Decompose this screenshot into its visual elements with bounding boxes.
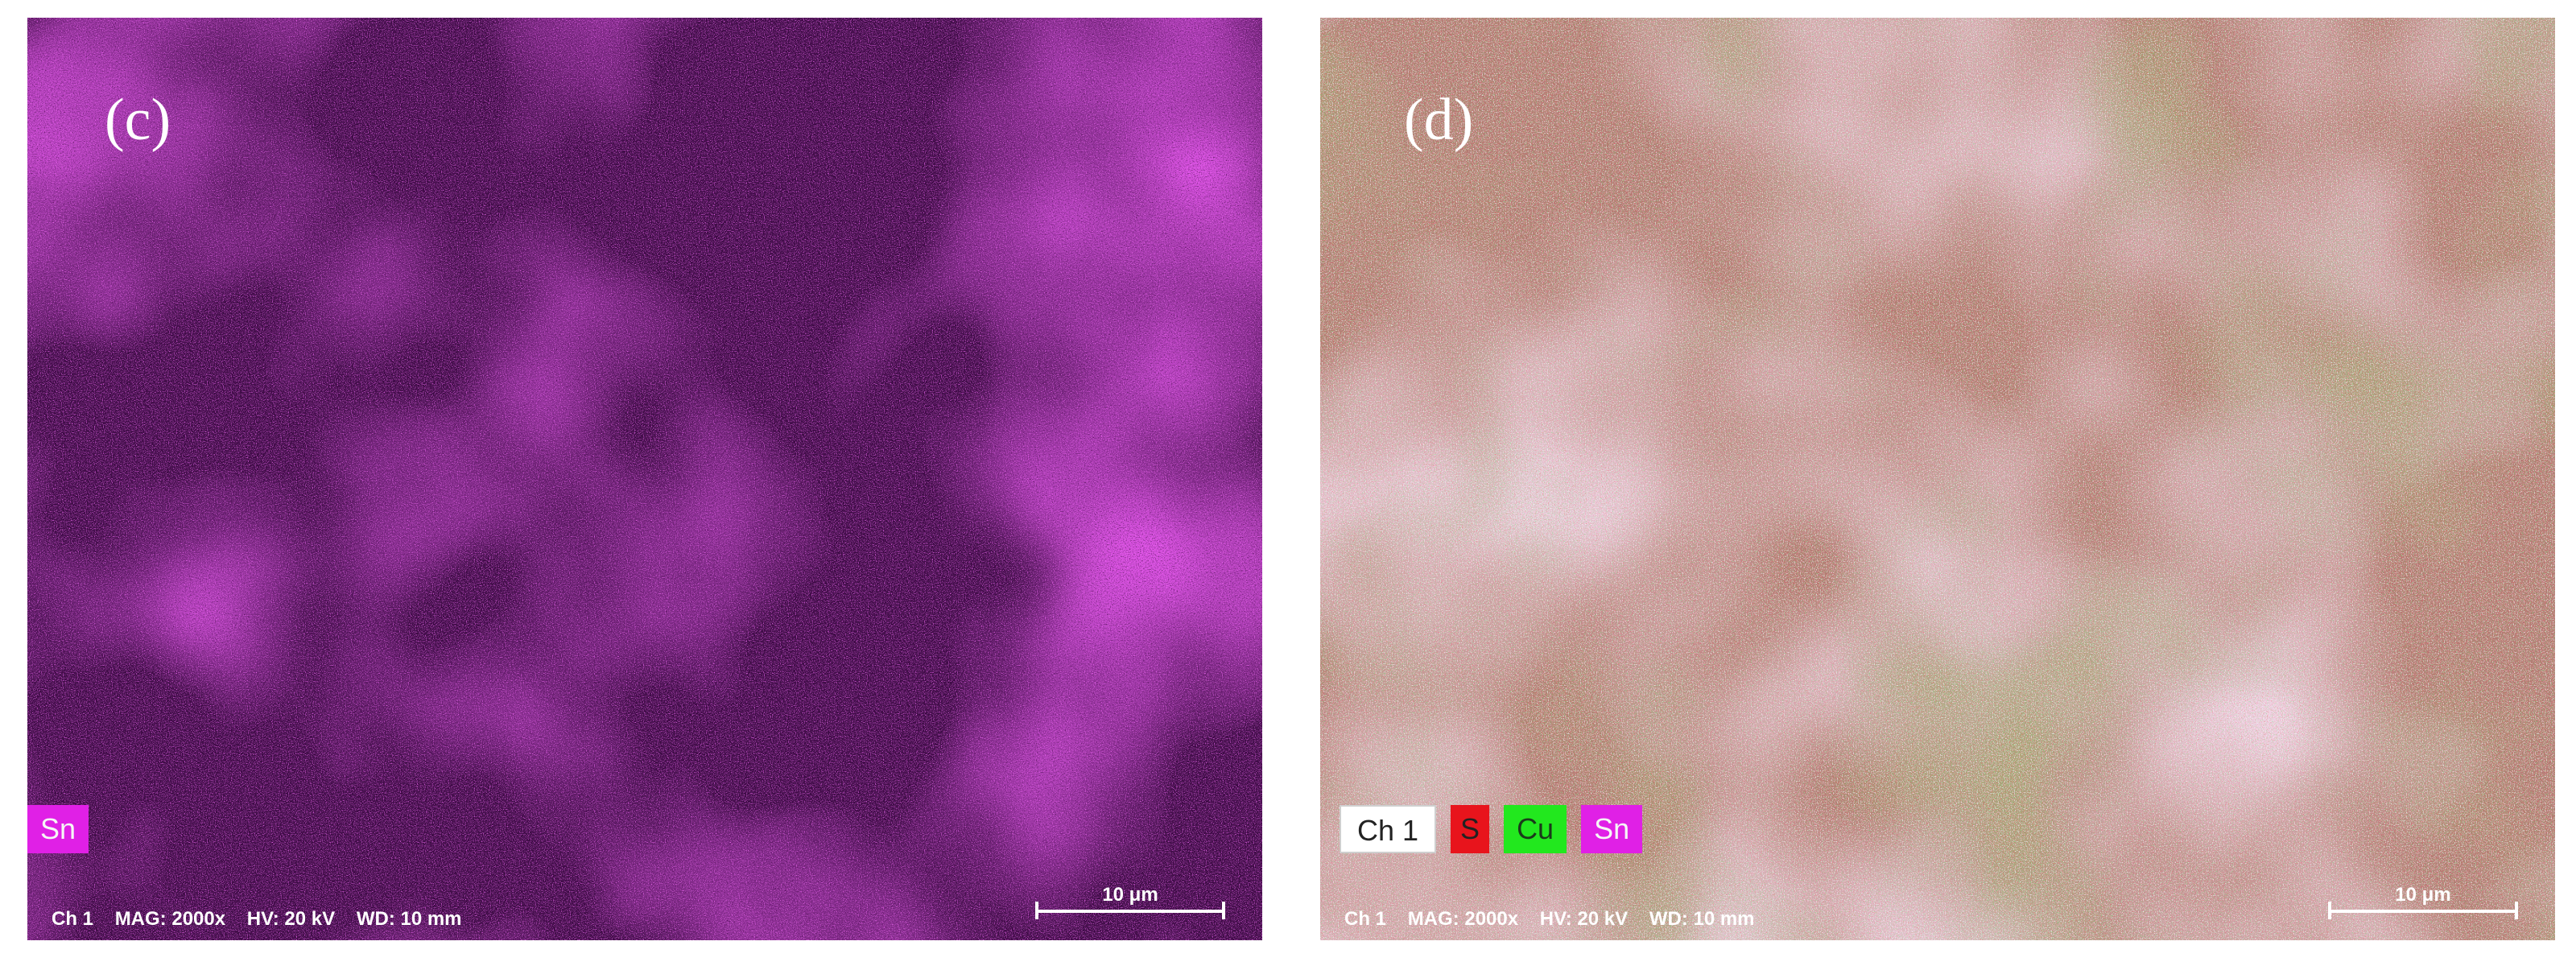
scale-bar-tick-right <box>1222 902 1225 919</box>
scale-bar-tick-left <box>2328 902 2331 919</box>
info-wd: WD: 10 mm <box>356 908 462 930</box>
info-mag: MAG: 2000x <box>114 908 226 930</box>
sem-info-bar-d: Ch 1 MAG: 2000x HV: 20 kV WD: 10 mm <box>1344 908 1755 931</box>
info-channel: Ch 1 <box>52 908 94 930</box>
scale-bar-label: 10 μm <box>2395 884 2451 906</box>
legend-chip-sn: Sn <box>27 805 89 853</box>
scale-bar-d: 10 μm <box>2328 884 2518 919</box>
legend-chip-ch1: Ch 1 <box>1340 805 1437 853</box>
sem-info-bar-c: Ch 1 MAG: 2000x HV: 20 kV WD: 10 mm <box>52 908 462 931</box>
info-hv: HV: 20 kV <box>246 908 336 930</box>
sn-map-image <box>27 18 1262 940</box>
sn-texture <box>27 18 1262 940</box>
scale-bar-tick-left <box>1035 902 1038 919</box>
info-channel: Ch 1 <box>1344 908 1387 930</box>
info-mag: MAG: 2000x <box>1407 908 1519 930</box>
overlay-texture <box>1320 18 2555 940</box>
legend-chip-s: S <box>1451 805 1490 853</box>
info-wd: WD: 10 mm <box>1649 908 1755 930</box>
element-legend-c: Sn <box>27 805 89 853</box>
scale-bar-c: 10 μm <box>1035 884 1225 919</box>
legend-chip-cu: Cu <box>1504 805 1567 853</box>
scale-bar-line <box>2328 910 2518 913</box>
scale-bar-tick-right <box>2515 902 2518 919</box>
overlay-map-image <box>1320 18 2555 940</box>
scale-bar-label: 10 μm <box>1102 884 1158 906</box>
scale-bar-line <box>1035 910 1225 913</box>
legend-chip-sn: Sn <box>1581 805 1643 853</box>
element-legend-d: Ch 1 S Cu Sn <box>1340 805 1643 853</box>
overlay-map-panel: (d) Ch 1 S Cu Sn Ch 1 MAG: 2000x HV: 20 … <box>1320 18 2555 940</box>
panel-label-c: (c) <box>105 87 171 153</box>
sn-map-panel: (c) Sn Ch 1 MAG: 2000x HV: 20 kV WD: 10 … <box>27 18 1262 940</box>
info-hv: HV: 20 kV <box>1539 908 1629 930</box>
panel-label-d: (d) <box>1404 87 1474 153</box>
